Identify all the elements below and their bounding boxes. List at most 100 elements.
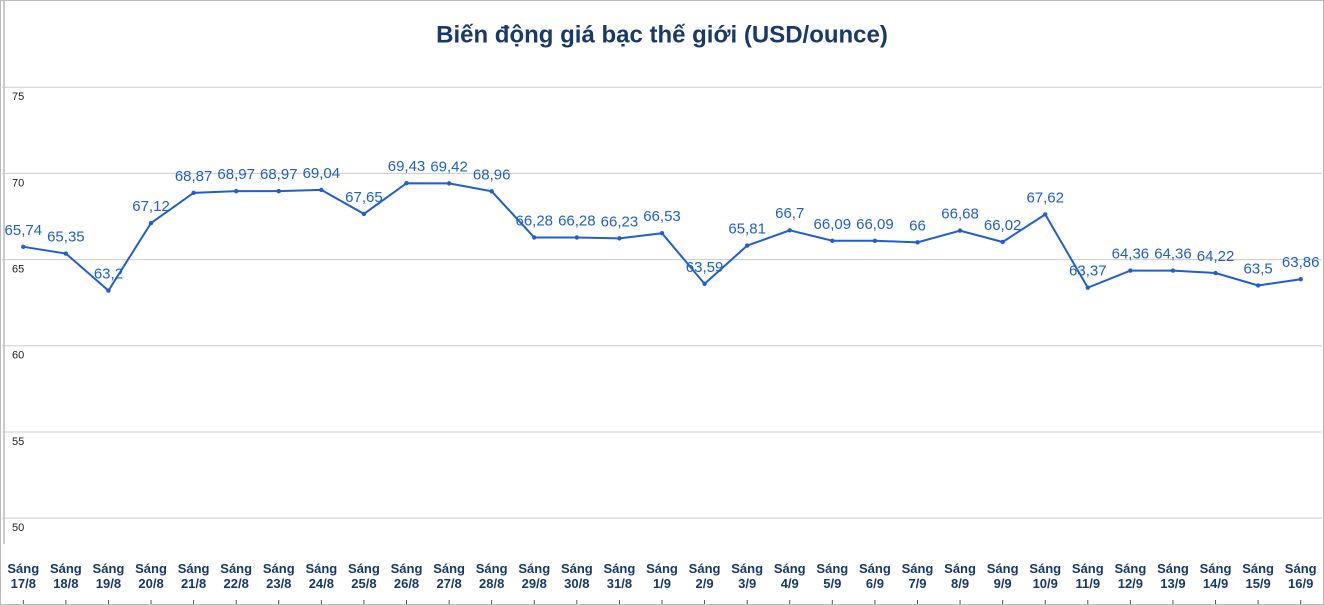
value-label: 63,37: [1069, 263, 1107, 280]
value-label: 63,59: [686, 259, 724, 276]
value-label: 65,74: [5, 222, 43, 239]
x-tick-label: Sáng 12/9: [1114, 561, 1146, 591]
x-tick-label: Sáng 31/8: [604, 561, 636, 591]
data-point: [233, 188, 239, 194]
data-point: [1000, 239, 1005, 245]
data-point: [617, 236, 622, 241]
x-tick-label: Sáng 21/8: [178, 561, 210, 591]
value-label: 64,22: [1197, 248, 1235, 265]
x-tick-label: Sáng 9/9: [987, 561, 1019, 591]
value-label: 66,68: [941, 206, 979, 223]
x-tick-label: Sáng 26/8: [391, 561, 423, 591]
x-tick-label: Sáng 22/8: [220, 561, 252, 591]
data-point: [148, 220, 154, 226]
value-label: 66,23: [601, 213, 639, 230]
x-tick-label: Sáng 30/8: [561, 561, 593, 591]
value-label: 66,09: [856, 216, 894, 233]
x-tick-label: Sáng 13/9: [1157, 561, 1189, 591]
value-label: 68,87: [175, 168, 213, 185]
x-tick-label: Sáng 18/8: [50, 561, 82, 591]
value-label: 67,65: [345, 189, 383, 206]
y-tick-label: 50: [12, 522, 24, 534]
y-tick-label: 55: [12, 436, 24, 448]
data-point: [1213, 270, 1218, 276]
x-tick-label: Sáng 19/8: [93, 561, 125, 591]
data-point: [574, 235, 580, 240]
value-label: 69,04: [303, 165, 341, 182]
value-label: 69,42: [430, 158, 468, 175]
data-point: [21, 244, 26, 250]
x-tick-label: Sáng 25/8: [348, 561, 380, 591]
data-point: [1043, 212, 1048, 217]
data-point: [1255, 283, 1261, 288]
value-label: 66,53: [643, 208, 681, 225]
data-point: [319, 187, 324, 193]
data-point: [1298, 277, 1303, 282]
value-label: 66,02: [984, 217, 1022, 234]
x-tick-label: Sáng 3/9: [731, 561, 763, 591]
x-tick-label: Sáng 5/9: [816, 561, 848, 591]
data-point: [106, 288, 111, 293]
data-point: [191, 190, 196, 196]
x-tick-label: Sáng 8/9: [944, 561, 976, 591]
value-label: 64,36: [1154, 246, 1192, 263]
x-tick-label: Sáng 4/9: [774, 561, 806, 591]
x-tick-label: Sáng 7/9: [902, 561, 934, 591]
data-point: [63, 251, 69, 256]
x-tick-label: Sáng 28/8: [476, 561, 508, 591]
y-tick-label: 70: [12, 177, 24, 189]
x-tick-label: Sáng 16/9: [1285, 561, 1317, 591]
value-label: 65,81: [728, 221, 766, 238]
value-label: 67,12: [132, 198, 170, 215]
value-label: 68,96: [473, 166, 511, 183]
value-label: 66,7: [775, 205, 804, 222]
value-label: 63,5: [1244, 260, 1273, 277]
data-point: [446, 181, 452, 186]
value-label: 67,62: [1026, 189, 1064, 206]
x-tick-label: Sáng 17/8: [7, 561, 39, 591]
value-label: 63,86: [1282, 254, 1320, 271]
y-tick-label: 75: [12, 91, 24, 103]
x-tick-label: Sáng 29/8: [518, 561, 550, 591]
data-point: [1085, 285, 1091, 290]
value-label: 66: [909, 217, 926, 234]
x-tick-label: Sáng 27/8: [433, 561, 465, 591]
data-point: [957, 228, 963, 233]
x-tick-label: Sáng 2/9: [689, 561, 721, 591]
value-label: 66,28: [515, 212, 553, 229]
value-label: 68,97: [260, 166, 298, 183]
x-tick-label: Sáng 20/8: [135, 561, 167, 591]
data-point: [787, 228, 792, 233]
value-label: 63,2: [94, 266, 123, 283]
value-label: 64,36: [1112, 246, 1150, 263]
chart-title: Biến động giá bạc thế giới (USD/ounce): [436, 21, 888, 48]
data-point: [532, 235, 537, 240]
x-tick-label: Sáng 10/9: [1029, 561, 1061, 591]
data-point: [830, 238, 835, 243]
data-point: [1128, 268, 1133, 273]
data-point: [744, 243, 750, 248]
x-tick-label: Sáng 6/9: [859, 561, 891, 591]
value-label: 68,97: [217, 166, 255, 183]
x-tick-label: Sáng 1/9: [646, 561, 678, 591]
y-tick-label: 65: [12, 263, 24, 275]
data-point: [361, 211, 367, 217]
x-tick-label: Sáng 24/8: [305, 561, 337, 591]
data-point: [659, 230, 665, 236]
y-tick-label: 60: [12, 350, 24, 362]
data-point: [489, 189, 494, 194]
x-tick-label: Sáng 11/9: [1072, 561, 1104, 591]
value-label: 69,43: [388, 158, 426, 175]
x-tick-label: Sáng 23/8: [263, 561, 295, 591]
data-point: [404, 181, 409, 186]
value-label: 65,35: [47, 229, 85, 246]
value-label: 66,09: [814, 216, 852, 233]
value-label: 66,28: [558, 212, 596, 229]
data-point: [276, 188, 281, 194]
data-point: [872, 238, 878, 243]
data-point: [1170, 268, 1176, 273]
data-point: [915, 240, 920, 245]
x-tick-label: Sáng 15/9: [1242, 561, 1274, 591]
